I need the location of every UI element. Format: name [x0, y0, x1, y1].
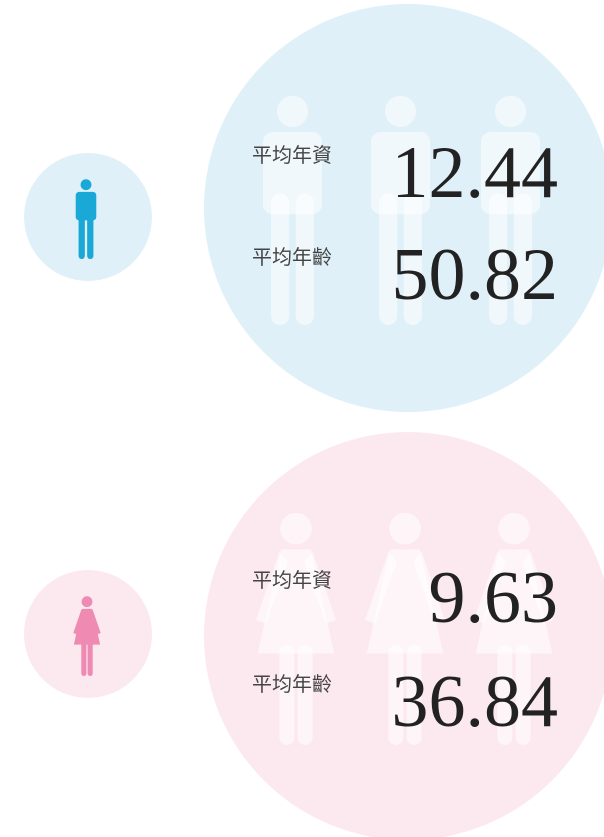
stat-value: 9.63 — [429, 557, 559, 639]
stat-label: 平均年齡 — [252, 672, 332, 696]
male-group: 平均年資 12.44 平均年齡 50.82 — [24, 4, 604, 412]
stat-value: 50.82 — [392, 234, 559, 316]
female-group: 平均年資 9.63 平均年齡 36.84 — [24, 432, 604, 837]
stat-label: 平均年資 — [252, 568, 332, 592]
stat-value: 12.44 — [392, 132, 559, 214]
stat-label: 平均年資 — [252, 143, 332, 167]
stat-value: 36.84 — [392, 661, 559, 743]
stat-label: 平均年齡 — [252, 245, 332, 269]
